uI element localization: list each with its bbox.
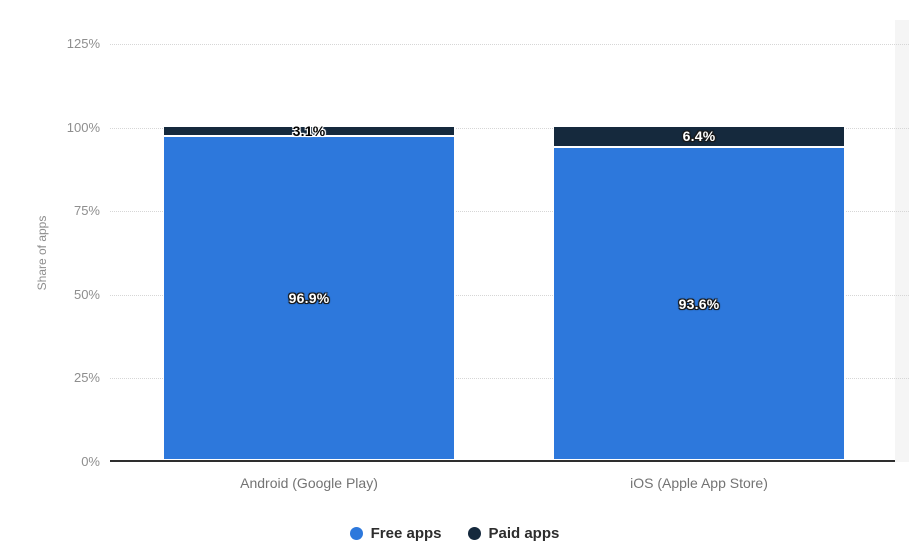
plot-right-strip (895, 20, 909, 462)
y-tick-label: 125% (66, 36, 100, 51)
y-tick-label: 0% (81, 454, 100, 469)
legend-marker-icon (349, 526, 363, 540)
x-axis-line (110, 460, 895, 462)
legend-item[interactable]: Paid apps (467, 524, 560, 542)
legend-label: Paid apps (488, 524, 560, 542)
free-apps-bar-segment[interactable] (553, 147, 845, 460)
legend: Free apps Paid apps (0, 520, 909, 546)
bar-data-label: 93.6% (678, 295, 720, 312)
y-tick-label: 25% (73, 370, 100, 386)
paid-apps-bar-segment[interactable] (163, 125, 455, 136)
legend-label: Free apps (370, 524, 442, 542)
gridline (110, 44, 909, 45)
bar-data-label: 6.4% (682, 128, 716, 145)
gridline (110, 294, 909, 296)
x-axis-category-label: Android (Google Play) (240, 475, 378, 491)
y-tick-label: 75% (73, 203, 100, 219)
gridline (110, 211, 909, 213)
legend-marker-icon (467, 526, 481, 540)
y-tick-label: 50% (73, 286, 100, 302)
bar-data-label: 96.9% (288, 289, 330, 306)
paid-apps-bar-segment[interactable] (553, 125, 845, 147)
free-apps-bar-segment[interactable] (163, 135, 455, 460)
x-axis-category-label: iOS (Apple App Store) (630, 475, 768, 491)
bar-data-label: 3.1% (292, 122, 326, 139)
legend-item[interactable]: Free apps (349, 524, 442, 542)
gridline (110, 378, 909, 380)
gridline (110, 127, 909, 129)
y-tick-label: 100% (66, 119, 100, 135)
y-axis-title: Share of apps (35, 215, 49, 291)
